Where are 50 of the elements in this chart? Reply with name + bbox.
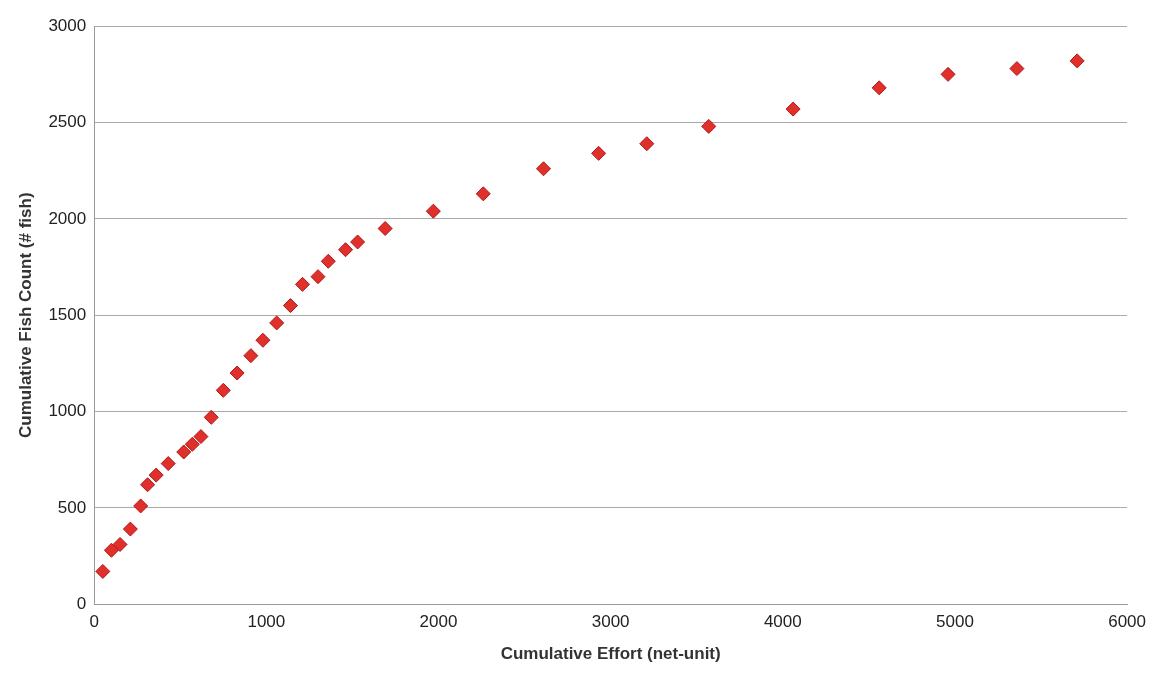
point <box>377 221 393 236</box>
point <box>350 234 366 250</box>
point <box>701 118 717 134</box>
point <box>1069 53 1085 69</box>
point <box>282 298 298 314</box>
x-tick-label: 4000 <box>763 612 802 632</box>
point <box>184 436 200 452</box>
point <box>215 382 231 398</box>
point <box>95 563 111 579</box>
point <box>193 429 209 445</box>
point <box>591 145 607 161</box>
y-tick-label: 500 <box>57 497 87 517</box>
point <box>112 536 128 552</box>
point <box>338 242 354 258</box>
x-tick-label: 5000 <box>936 612 974 632</box>
point <box>320 253 336 269</box>
point <box>475 186 491 202</box>
point <box>536 161 552 177</box>
point <box>176 444 192 460</box>
y-tick-label: 3000 <box>48 15 87 35</box>
point <box>243 348 259 364</box>
y-axis-title: Cumulative Fish Count (# fish) <box>15 192 35 438</box>
point <box>940 66 956 82</box>
point <box>160 456 176 472</box>
point <box>203 409 219 425</box>
point <box>140 477 156 493</box>
point <box>425 203 441 219</box>
y-tick-label: 1000 <box>48 401 87 421</box>
point <box>295 276 311 292</box>
point <box>269 315 285 331</box>
y-tick-label: 1500 <box>48 304 87 324</box>
x-axis-title: Cumulative Effort (net-unit) <box>500 644 721 664</box>
point <box>122 521 138 537</box>
point <box>1009 61 1025 77</box>
point <box>133 498 149 514</box>
point <box>255 332 271 348</box>
y-tick-label: 2000 <box>48 208 87 228</box>
point <box>785 101 801 117</box>
x-tick-label: 3000 <box>591 612 630 632</box>
point <box>229 365 245 381</box>
y-tick-label: 2500 <box>48 112 87 132</box>
point <box>148 467 164 483</box>
y-tick-label: 0 <box>76 593 87 613</box>
point <box>639 136 655 152</box>
point <box>871 80 887 96</box>
x-tick-label: 6000 <box>1108 612 1146 632</box>
x-tick-label: 2000 <box>419 612 458 632</box>
point <box>310 269 326 285</box>
x-tick-label: 1000 <box>247 612 286 632</box>
point <box>103 542 119 558</box>
